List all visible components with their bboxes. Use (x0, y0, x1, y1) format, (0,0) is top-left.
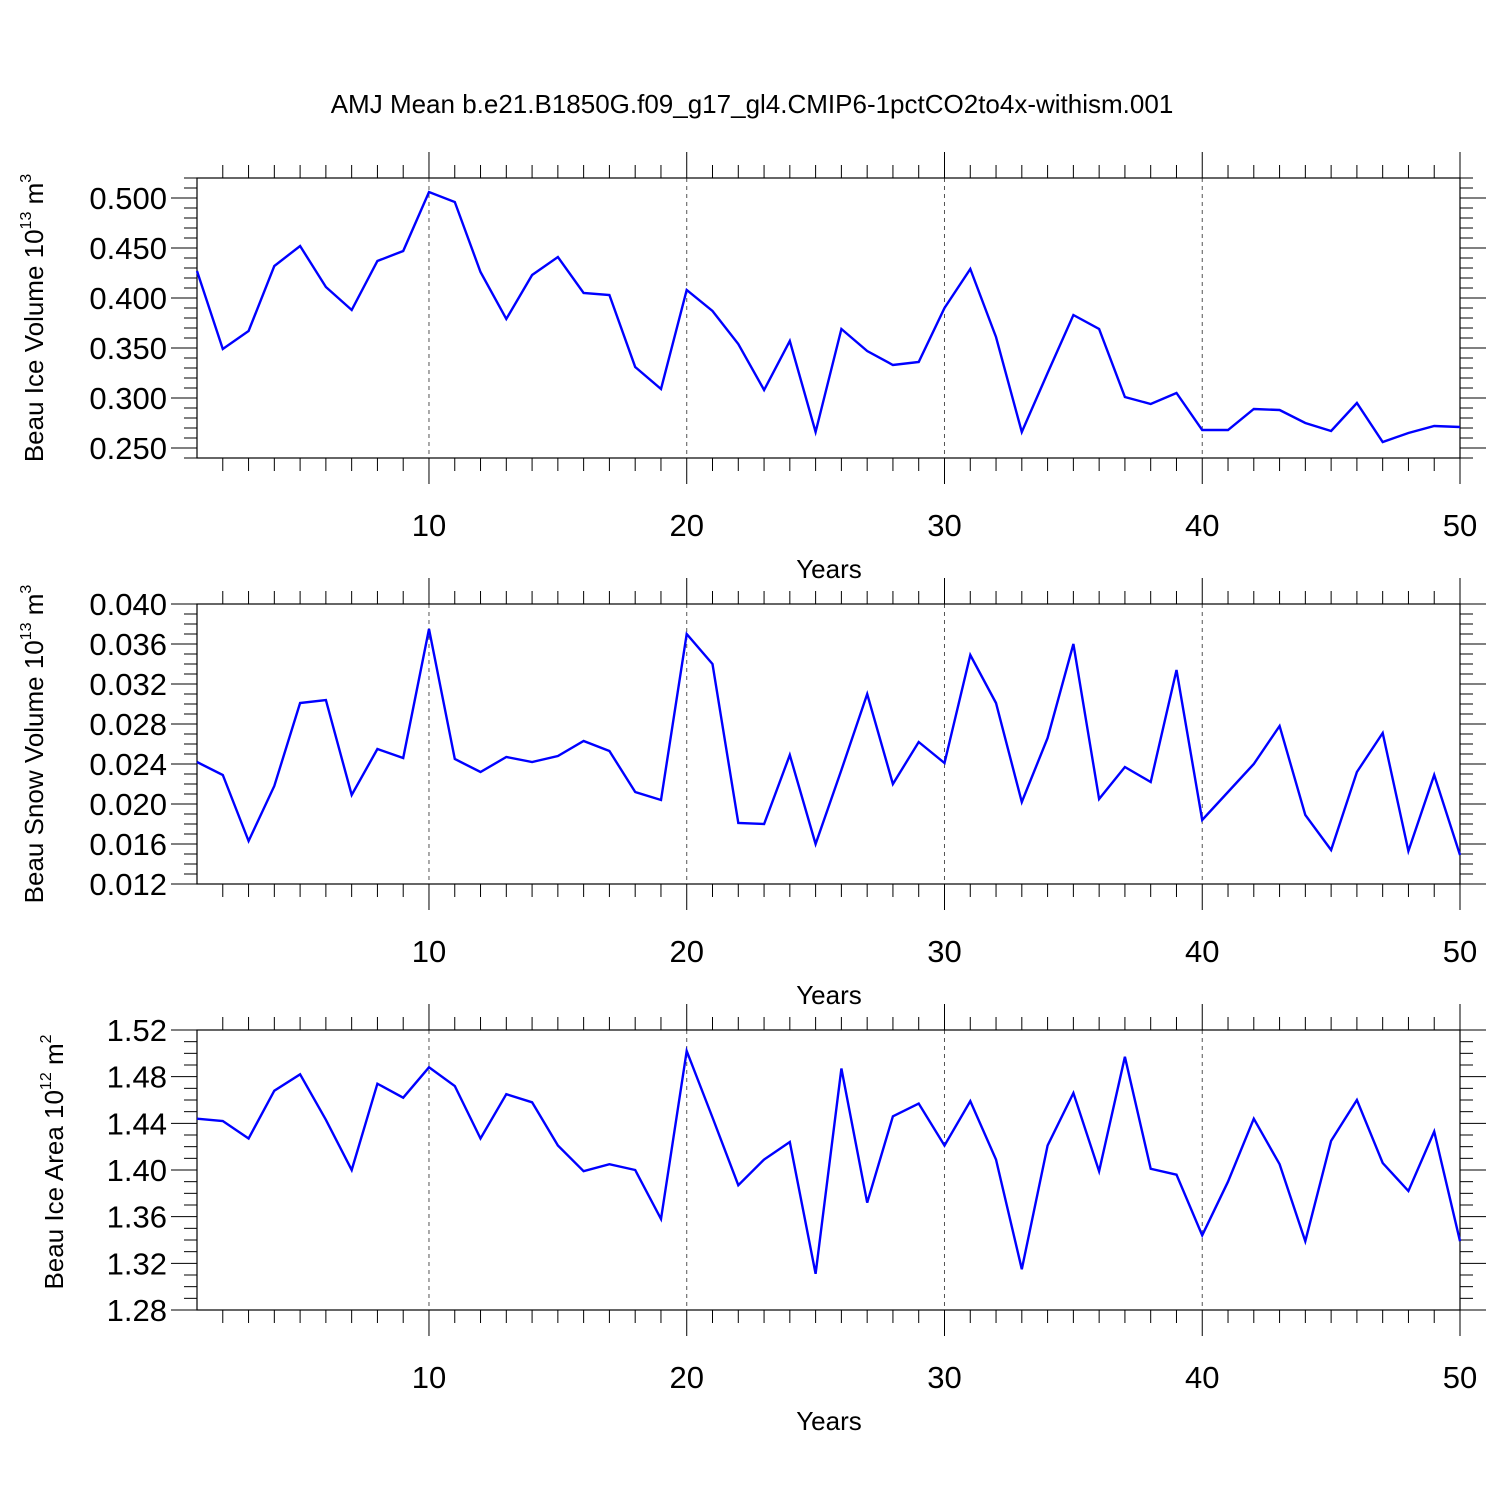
y-tick-label: 0.032 (89, 667, 167, 702)
series-line (195, 190, 1461, 444)
plot-frame (196, 603, 1461, 885)
y-axis-title-superscript: 3 (18, 585, 35, 594)
x-tick-label: 40 (1185, 1360, 1219, 1395)
y-tick-label: 1.48 (107, 1060, 167, 1095)
x-tick-label: 20 (669, 934, 703, 969)
y-axis-title-superscript: 3 (18, 174, 35, 183)
y-axis-title: Beau Ice Area 1012 m2 (38, 1034, 69, 1289)
x-tick-label: 20 (669, 508, 703, 543)
y-axis-title-superscript: 13 (18, 212, 35, 230)
series-line (196, 1046, 1462, 1275)
x-tick-label: 30 (927, 508, 961, 543)
x-tick-label: 30 (927, 1360, 961, 1395)
y-axis-title-part: m (39, 1043, 69, 1072)
y-axis-title-part: m (19, 594, 49, 623)
y-axis-title-superscript: 12 (38, 1072, 55, 1090)
figure-title: AMJ Mean b.e21.B1850G.f09_g17_gl4.CMIP6-… (331, 89, 1174, 119)
y-tick-label: 0.500 (89, 181, 167, 216)
y-tick-label: 1.32 (107, 1246, 167, 1281)
x-tick-label: 10 (412, 508, 446, 543)
y-tick-label: 0.250 (89, 431, 167, 466)
y-axis-title: Beau Ice Volume 1013 m3 (18, 174, 49, 462)
chart-panel-2: 10 20 30 40 50 0.012 0.016 0.020 0.024 0.028 0.032… (18, 578, 1486, 1010)
x-tick-label: 10 (412, 934, 446, 969)
x-axis-title: Years (796, 554, 862, 584)
y-tick-label: 1.52 (107, 1013, 167, 1048)
chart-panel-3: 10 20 30 40 50 1.28 1.32 1.36 1.40 1.44 1.48 1.52 Ye… (38, 1004, 1486, 1436)
x-axis-title: Years (796, 980, 862, 1010)
panels: 10 20 30 40 50 0.250 0.300 0.350 0.400 0.450 0.500… (18, 152, 1486, 1436)
x-axis-title: Years (796, 1406, 862, 1436)
y-tick-label: 0.020 (89, 787, 167, 822)
y-tick-label: 0.400 (89, 281, 167, 316)
y-axis-title-superscript: 2 (38, 1034, 55, 1043)
x-tick-label: 40 (1185, 508, 1219, 543)
y-tick-label: 0.040 (89, 587, 167, 622)
x-tick-label: 30 (927, 934, 961, 969)
y-axis-title-part: Beau Snow Volume 10 (19, 640, 49, 903)
y-tick-label: 0.350 (89, 331, 167, 366)
y-tick-label: 0.012 (89, 867, 167, 902)
y-tick-label: 0.450 (89, 231, 167, 266)
y-tick-label: 1.40 (107, 1153, 167, 1188)
y-axis-title-superscript: 13 (18, 622, 35, 640)
y-tick-label: 0.300 (89, 381, 167, 416)
x-tick-label: 40 (1185, 934, 1219, 969)
y-tick-label: 1.36 (107, 1200, 167, 1235)
y-tick-label: 0.036 (89, 627, 167, 662)
y-tick-label: 1.28 (107, 1293, 167, 1328)
x-tick-label: 10 (412, 1360, 446, 1395)
y-axis-title-part: Beau Ice Volume 10 (19, 229, 49, 462)
chart-panel-1: 10 20 30 40 50 0.250 0.300 0.350 0.400 0.450 0.500… (18, 152, 1486, 584)
x-tick-label: 50 (1443, 934, 1477, 969)
y-axis-title-part: m (19, 183, 49, 212)
y-axis-title-part: Beau Ice Area 10 (39, 1090, 69, 1289)
plot-frame (196, 177, 1461, 459)
y-tick-label: 0.024 (89, 747, 167, 782)
y-tick-label: 0.016 (89, 827, 167, 862)
x-tick-label: 20 (669, 1360, 703, 1395)
y-tick-label: 0.028 (89, 707, 167, 742)
x-tick-label: 50 (1443, 1360, 1477, 1395)
y-tick-label: 1.44 (107, 1106, 167, 1141)
series-line (196, 628, 1462, 856)
x-tick-label: 50 (1443, 508, 1477, 543)
y-axis-title: Beau Snow Volume 1013 m3 (18, 585, 49, 904)
